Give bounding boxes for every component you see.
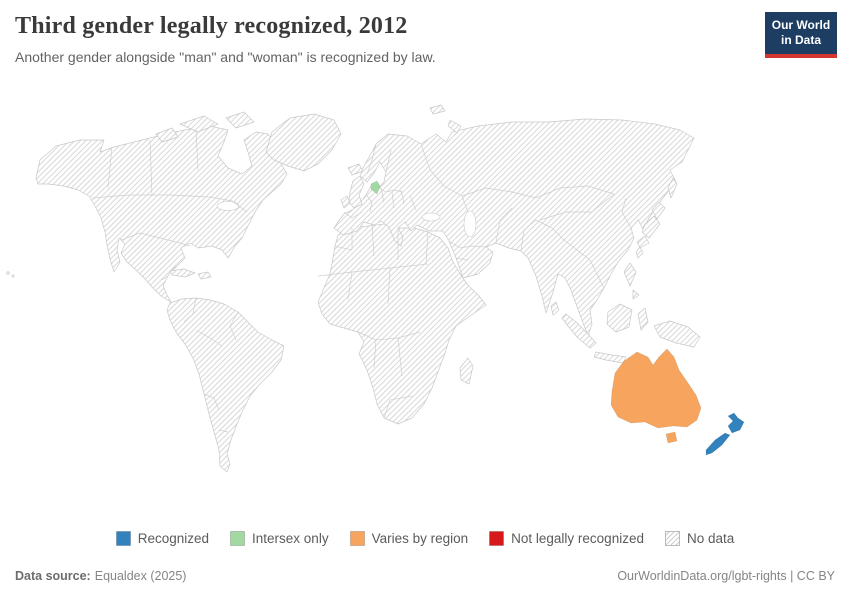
legend-label: Intersex only (252, 531, 329, 546)
legend-label: Varies by region (371, 531, 469, 546)
landmass-greenland (266, 114, 341, 171)
world-map (0, 100, 850, 525)
landmass-arctic-russia-islands (430, 105, 461, 133)
black-sea (422, 213, 440, 221)
legend-label: Not legally recognized (511, 531, 644, 546)
legend-item-recognized[interactable]: Recognized (115, 531, 210, 546)
country-new-zealand-north-island[interactable] (728, 413, 744, 433)
owid-url-link[interactable]: OurWorldinData.org/lgbt-rights (617, 569, 787, 583)
chart-subtitle: Another gender alongside "man" and "woma… (15, 49, 436, 65)
legend-swatch-varies-by-region (349, 531, 365, 546)
landmass-africa (318, 224, 486, 424)
owid-logo-line1: Our World (771, 18, 831, 32)
page-title: Third gender legally recognized, 2012 (15, 13, 408, 39)
owid-logo-line2: in Data (780, 33, 821, 48)
legend-item-not-legally-recognized[interactable]: Not legally recognized (489, 531, 644, 546)
no-data-landmasses (7, 105, 700, 472)
landmass-north-america (36, 126, 287, 302)
country-netherlands[interactable] (371, 181, 380, 194)
chart-header: Third gender legally recognized, 2012 An… (15, 13, 755, 65)
legend-item-varies-by-region[interactable]: Varies by region (349, 531, 469, 546)
license-text: CC BY (796, 569, 835, 583)
country-new-zealand-south-island[interactable] (706, 433, 730, 455)
country-australia[interactable] (611, 349, 701, 428)
landmass-madagascar (460, 358, 473, 384)
landmass-british-isles (341, 176, 364, 208)
landmass-new-guinea (654, 321, 700, 347)
legend-label: No data (686, 531, 735, 546)
country-borders (92, 130, 631, 432)
chart-footer: Data source: Equaldex (2025) OurWorldinD… (15, 569, 835, 583)
legend-item-no-data[interactable]: No data (664, 531, 735, 546)
inland-water (217, 202, 476, 238)
legend-label: Recognized (137, 531, 210, 546)
data-source-value: Equaldex (2025) (94, 569, 187, 583)
legend-swatch-not-legally-recognized (489, 531, 505, 546)
legend-swatch-intersex-only (230, 531, 246, 546)
legend-item-intersex-only[interactable]: Intersex only (230, 531, 329, 546)
owid-logo[interactable]: Our World in Data (765, 12, 837, 58)
landmass-japan (636, 178, 677, 258)
footer-right: OurWorldinData.org/lgbt-rights | CC BY (617, 569, 835, 583)
footer-separator: | (786, 569, 797, 583)
data-source-label: Data source: (15, 569, 91, 583)
landmass-arctic-islands (156, 112, 254, 142)
landmass-south-america (167, 298, 284, 472)
legend-swatch-recognized (115, 531, 131, 546)
data-source: Data source: Equaldex (2025) (15, 569, 186, 583)
landmass-sri-lanka (551, 302, 559, 315)
caspian-sea (464, 211, 476, 237)
landmass-hawaii (7, 272, 10, 275)
country-australia-tasmania[interactable] (666, 432, 677, 443)
landmass-hawaii-2 (12, 275, 14, 277)
landmass-caribbean (170, 269, 211, 279)
landmass-eurasia (334, 119, 694, 336)
great-lakes (217, 202, 239, 211)
map-legend: Recognized Intersex only Varies by regio… (0, 531, 850, 546)
legend-swatch-no-data (664, 531, 680, 546)
